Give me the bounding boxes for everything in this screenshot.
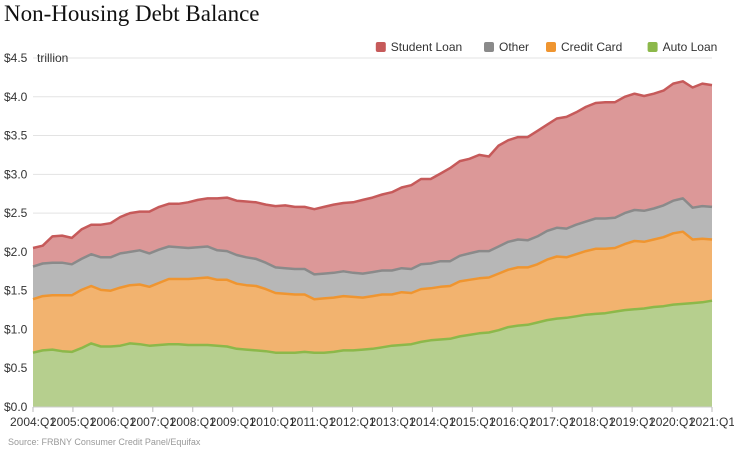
legend-label: Auto Loan [663,40,718,54]
x-tick-label: 2011:Q1 [290,415,335,429]
x-tick-label: 2010:Q1 [250,415,296,429]
source-note: Source: FRBNY Consumer Credit Panel/Equi… [8,437,201,447]
x-tick-label: 2006:Q1 [90,415,136,429]
x-tick-label: 2013:Q1 [369,415,415,429]
unit-label: trillion [37,51,68,65]
x-axis: 2004:Q12005:Q12006:Q12007:Q12008:Q12009:… [10,406,734,429]
chart-title: Non-Housing Debt Balance [4,1,260,26]
x-tick-label: 2017:Q1 [529,415,575,429]
x-tick-label: 2012:Q1 [330,415,376,429]
y-axis: $0.0 $0.5 $1.0 $1.5 $2.0 $2.5 $3.0 $3.5 $4.0 $4.5… [4,51,68,414]
x-tick-label: 2021:Q1 [689,415,734,429]
legend-label: Other [499,40,529,54]
y-tick-label: $3.5 [4,129,28,143]
y-tick-label: $1.5 [4,284,28,298]
line-student-loan [32,80,713,250]
legend-item-student-loan: Student Loan [375,40,462,54]
line-auto-loan [32,299,713,354]
y-tick-label: $3.0 [4,167,28,181]
x-tick-label: 2005:Q1 [50,415,96,429]
legend-swatch [484,42,494,52]
y-tick-label: $1.0 [4,322,28,336]
legend-item-auto-loan: Auto Loan [647,40,718,54]
series-lines [32,80,713,354]
x-tick-label: 2020:Q1 [649,415,695,429]
line-credit-card [32,230,713,301]
x-tick-label: 2019:Q1 [609,415,655,429]
legend: Student Loan Other Credit Card Auto Loan [375,40,718,54]
legend-swatch [647,42,658,52]
x-tick-label: 2018:Q1 [569,415,615,429]
x-tick-label: 2007:Q1 [130,415,176,429]
line-other [32,197,713,276]
x-tick-label: 2015:Q1 [449,415,495,429]
y-tick-label: $4.0 [4,90,28,104]
legend-label: Credit Card [561,40,622,54]
y-tick-label: $4.5 [4,51,28,65]
legend-item-other: Other [484,40,529,54]
area-other [33,198,712,300]
x-tick-label: 2016:Q1 [489,415,535,429]
x-tick-label: 2008:Q1 [170,415,216,429]
y-tick-label: $2.5 [4,206,28,220]
area-layers [33,81,712,407]
y-tick-label: $0.5 [4,361,28,375]
legend-swatch [546,42,556,52]
legend-item-credit-card: Credit Card [546,40,622,54]
legend-label: Student Loan [391,40,462,54]
x-tick-label: 2014:Q1 [409,415,455,429]
area-auto-loan [33,300,712,407]
y-tick-label: $0.0 [4,400,28,414]
legend-swatch [375,42,386,52]
x-tick-label: 2009:Q1 [210,415,256,429]
y-tick-label: $2.0 [4,245,28,259]
x-tick-label: 2004:Q1 [10,415,56,429]
area-student-loan [33,81,712,275]
